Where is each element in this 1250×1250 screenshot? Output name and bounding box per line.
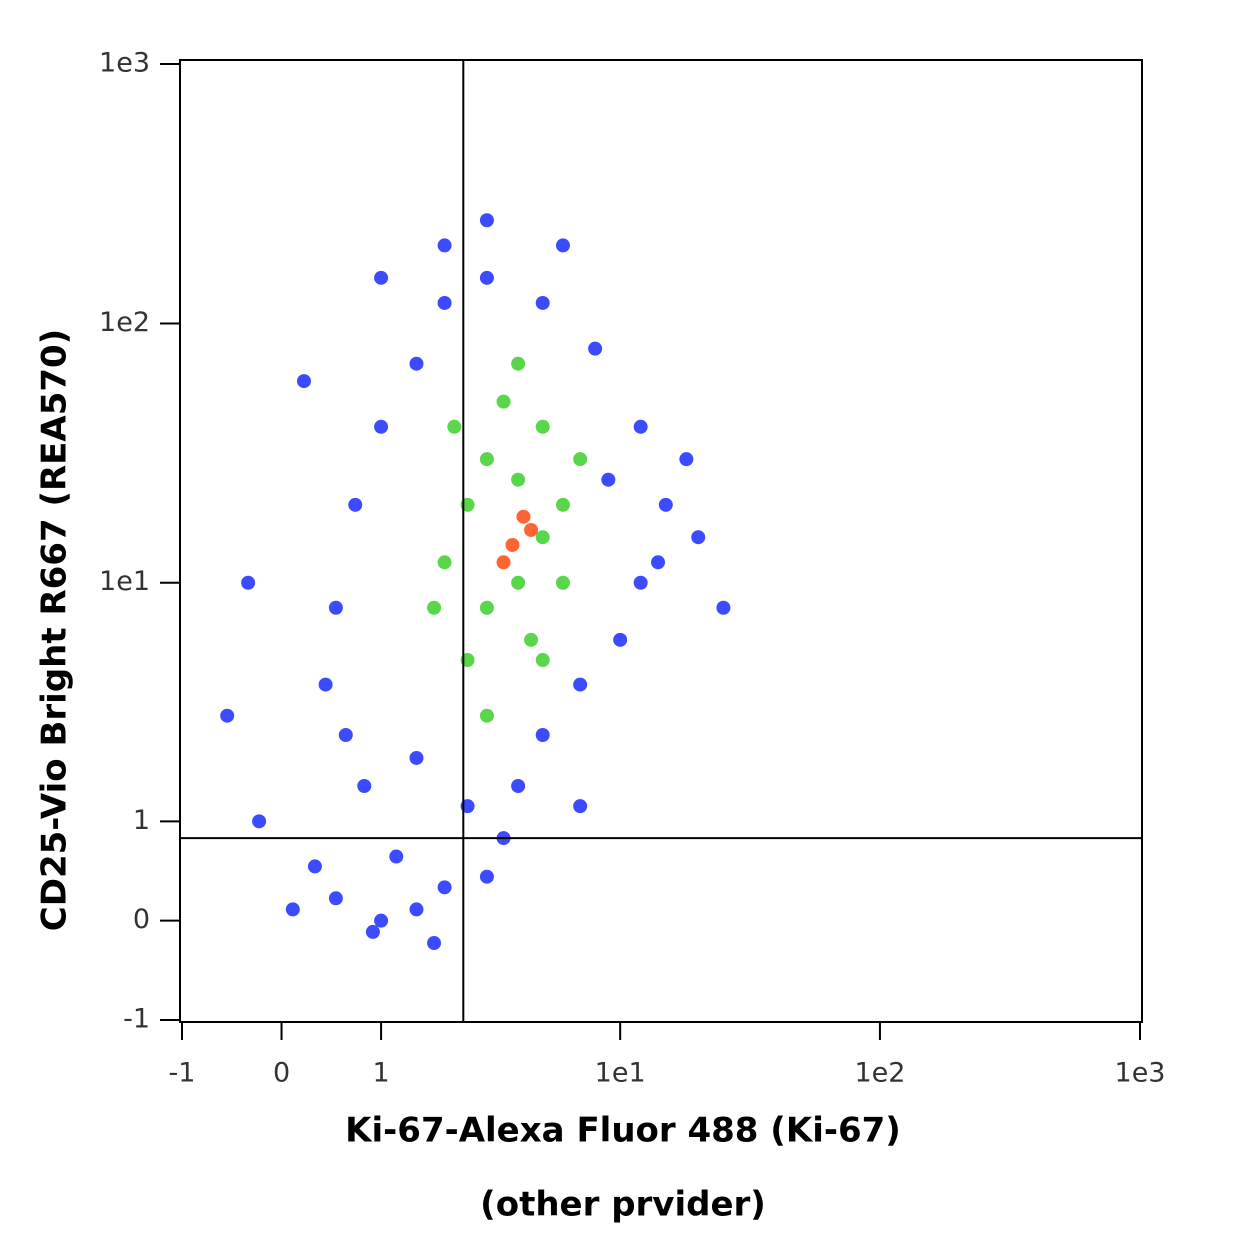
x-tick-label: 0 [273, 1058, 290, 1089]
data-point [220, 708, 235, 723]
data-point [389, 849, 404, 864]
data-point [365, 924, 380, 939]
data-point [437, 238, 452, 253]
x-tick-label: 1e3 [1115, 1058, 1166, 1089]
data-point [535, 295, 550, 310]
data-point [535, 419, 550, 434]
data-point [601, 472, 616, 487]
y-tick-label: 1e1 [99, 566, 150, 597]
data-point [437, 555, 452, 570]
data-point [573, 452, 588, 467]
data-point [535, 530, 550, 545]
data-point [535, 728, 550, 743]
data-point [524, 522, 539, 537]
y-tick-label: -1 [123, 1004, 150, 1035]
y-tick-label: 1e3 [99, 48, 150, 79]
x-axis-label: Ki-67-Alexa Fluor 488 (Ki-67) [345, 1111, 901, 1151]
y-tick-label: 1 [133, 805, 150, 836]
data-point [479, 452, 494, 467]
data-point [409, 356, 424, 371]
data-point [555, 497, 570, 512]
data-point [241, 575, 256, 590]
data-point [409, 902, 424, 917]
data-point [296, 374, 311, 389]
data-point [409, 750, 424, 765]
y-tick-label: 0 [133, 904, 150, 935]
data-point [427, 936, 442, 951]
data-point [516, 509, 531, 524]
data-point [479, 213, 494, 228]
data-point [573, 799, 588, 814]
data-point [479, 708, 494, 723]
data-point [447, 419, 462, 434]
data-point [716, 600, 731, 615]
data-point [511, 779, 526, 794]
data-point [479, 270, 494, 285]
data-point [374, 419, 389, 434]
data-point [479, 869, 494, 884]
data-point [338, 728, 353, 743]
data-point [588, 341, 603, 356]
y-axis-label: CD25-Vio Bright R667 (REA570) [35, 329, 75, 931]
data-point [318, 677, 333, 692]
y-tick-label: 1e2 [99, 307, 150, 338]
data-point [658, 497, 673, 512]
data-point [285, 902, 300, 917]
x-tick-label: 1 [372, 1058, 389, 1089]
data-point [651, 555, 666, 570]
data-point [555, 575, 570, 590]
x-tick-label: -1 [169, 1058, 196, 1089]
data-point [348, 497, 363, 512]
x-tick-label: 1e1 [595, 1058, 646, 1089]
data-point [633, 419, 648, 434]
data-point [437, 880, 452, 895]
data-point [374, 913, 389, 928]
data-point [496, 394, 511, 409]
data-point [496, 555, 511, 570]
x-tick-label: 1e2 [854, 1058, 905, 1089]
data-point [427, 600, 442, 615]
data-point [524, 632, 539, 647]
data-point [613, 632, 628, 647]
data-point [357, 779, 372, 794]
data-point [511, 356, 526, 371]
data-point [307, 859, 322, 874]
data-point [555, 238, 570, 253]
data-point [573, 677, 588, 692]
data-point [535, 653, 550, 668]
data-point [679, 452, 694, 467]
data-point [328, 600, 343, 615]
data-point [505, 537, 520, 552]
data-point [252, 814, 267, 829]
data-point [479, 600, 494, 615]
plot-frame [179, 59, 1143, 1023]
data-point [328, 891, 343, 906]
data-point [511, 575, 526, 590]
data-point [633, 575, 648, 590]
data-point [511, 472, 526, 487]
data-point [437, 295, 452, 310]
data-point [691, 530, 706, 545]
data-point [374, 270, 389, 285]
x-axis-note: (other prvider) [480, 1185, 766, 1225]
